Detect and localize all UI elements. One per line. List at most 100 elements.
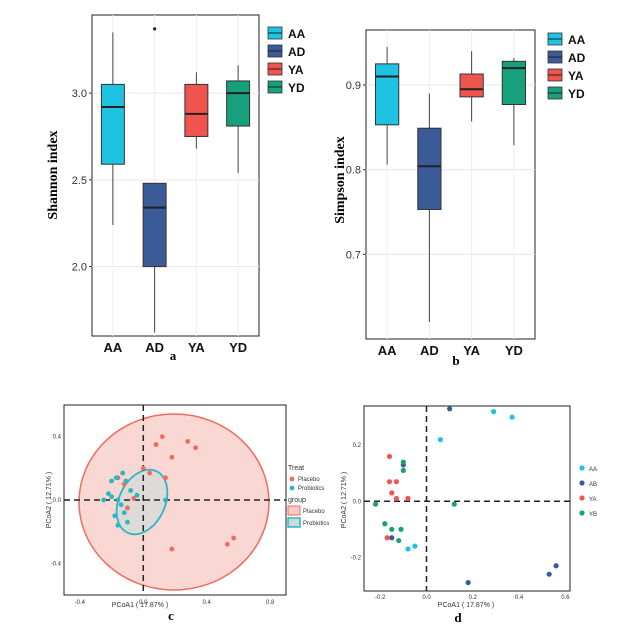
scatter-point-yb	[451, 501, 457, 507]
box-YD	[501, 60, 526, 105]
box-YD	[226, 80, 251, 127]
scatter-point-probiotics	[112, 513, 118, 519]
scatter-point-probiotics	[118, 502, 124, 508]
box-AD	[142, 182, 167, 268]
scatter-point-probiotics	[123, 478, 129, 484]
legend-label: YB	[589, 512, 597, 518]
legend-label: YD	[568, 87, 585, 101]
legend-dot	[579, 465, 585, 471]
plot-frame	[91, 14, 260, 337]
panel-letter: a	[170, 348, 177, 363]
scatter-point-probiotics	[121, 510, 127, 516]
y-axis-title: PCoA2 ( 12.71% )	[46, 472, 53, 528]
legend-label: AA	[568, 33, 586, 47]
box-panel-b: 0.7 0.8 0.9 AA AD YA YD Simpson index b AA AD YA YD	[333, 29, 586, 368]
legend-label: YD	[288, 81, 305, 95]
legend-label: AD	[288, 45, 306, 59]
y-tick-label: -0.4	[51, 561, 62, 567]
scatter-point-ab	[553, 563, 559, 569]
legend-label: YA	[589, 497, 597, 503]
legend-label: Placebo	[303, 509, 325, 515]
pcoa-panel-d: -0.2 0.0 0.2 0.4 0.6 0.2 0.0 -0.2 PCoA1 ( 17.87%…	[341, 405, 597, 625]
scatter-point-placebo	[153, 442, 159, 447]
scatter-point-placebo	[224, 541, 230, 547]
legend-label: YA	[568, 69, 584, 83]
y-tick-label: 0.9	[346, 80, 361, 92]
scatter-point-ab	[447, 406, 453, 412]
x-category-label: YD	[229, 340, 247, 355]
probiotics-ellipse	[115, 468, 169, 536]
legend-label: AA	[288, 27, 306, 41]
legend-label: AD	[568, 51, 586, 65]
scatter-point-ya	[386, 479, 393, 485]
scatter-point-probiotics	[109, 478, 114, 484]
x-category-label: AD	[420, 343, 439, 358]
x-category-label: YA	[188, 340, 205, 355]
y-tick-label: 0.2	[353, 443, 362, 449]
scatter-point-probiotics	[113, 475, 119, 481]
scatter-point-aa	[437, 437, 443, 443]
legend-label: AB	[589, 482, 597, 488]
box-YA	[459, 73, 484, 98]
y-tick-label: 3.0	[72, 88, 87, 100]
box-AA	[375, 63, 400, 126]
scatter-point-ya	[405, 495, 411, 502]
scatter-point-yb	[389, 526, 395, 532]
scatter-point-placebo	[159, 434, 165, 440]
y-tick-label: 0.0	[353, 499, 362, 505]
scatter-point-placebo	[147, 470, 153, 476]
x-axis-title: PCoA1 ( 17.87% )	[112, 602, 168, 609]
pcoa-panel-c: -0.4 0.0 0.4 0.8 0.4 0.0 -0.4 PCoA1 ( 17.87% ) P…	[46, 404, 329, 623]
scatter-point-placebo	[185, 439, 191, 444]
scatter-point-probiotics	[163, 497, 168, 503]
scatter-point-probiotics	[115, 497, 121, 503]
x-tick-label: 0.8	[266, 600, 275, 606]
legend-label: Probiotics	[298, 486, 324, 492]
scatter-point-probiotics	[128, 488, 134, 493]
scatter-point-ya	[393, 479, 400, 485]
scatter-point-ab	[389, 535, 395, 541]
legend-swatch-placebo	[287, 505, 301, 516]
scatter-point-placebo	[140, 465, 146, 471]
legend-label: Placebo	[298, 477, 320, 483]
scatter-point-placebo	[125, 505, 130, 511]
x-category-label: AA	[103, 340, 122, 355]
panel-letter: b	[452, 353, 459, 368]
x-tick-label: 0.4	[515, 595, 524, 601]
legend-dot	[579, 480, 585, 486]
scatter-point-probiotics	[106, 491, 111, 497]
scatter-point-ya	[393, 495, 400, 502]
y-tick-label: 0.8	[346, 165, 361, 177]
x-tick-label: 0.0	[139, 600, 148, 606]
scatter-point-aa	[405, 546, 411, 552]
scatter-point-probiotics	[125, 519, 130, 525]
box-AD	[417, 127, 442, 210]
scatter-point-yb	[396, 537, 402, 544]
legend-dot	[289, 476, 295, 482]
scatter-point-aa	[509, 414, 515, 420]
legend-title-group: group	[288, 497, 306, 504]
x-tick-label: -0.4	[75, 600, 86, 606]
box-panel-a: 2.0 2.5 3.0 AA AD YA YD Shannon index a AA AD YA YD	[46, 14, 306, 363]
scatter-point-aa	[491, 409, 497, 415]
x-axis-title: PCoA1 ( 17.87% )	[438, 602, 494, 609]
scatter-point-yb	[382, 521, 388, 527]
legend-label: Probiotics	[303, 521, 329, 527]
scatter-point-ya	[384, 535, 390, 541]
scatter-point-yb	[400, 467, 406, 474]
legend-dot	[579, 510, 585, 516]
scatter-point-probiotics	[134, 492, 140, 498]
y-tick-label: 0.0	[53, 498, 62, 504]
scatter-point-ya	[389, 490, 395, 496]
scatter-point-placebo	[169, 546, 175, 552]
scatter-point-probiotics	[109, 494, 114, 500]
box-YA	[184, 83, 209, 137]
legend-label: AA	[589, 467, 597, 473]
scatter-point-placebo	[169, 454, 175, 460]
legend-dot	[579, 495, 585, 501]
scatter-point-placebo	[231, 535, 237, 541]
x-tick-label: 0.0	[422, 595, 431, 601]
y-tick-label: 2.5	[72, 175, 87, 187]
y-tick-label: -0.2	[351, 555, 362, 561]
